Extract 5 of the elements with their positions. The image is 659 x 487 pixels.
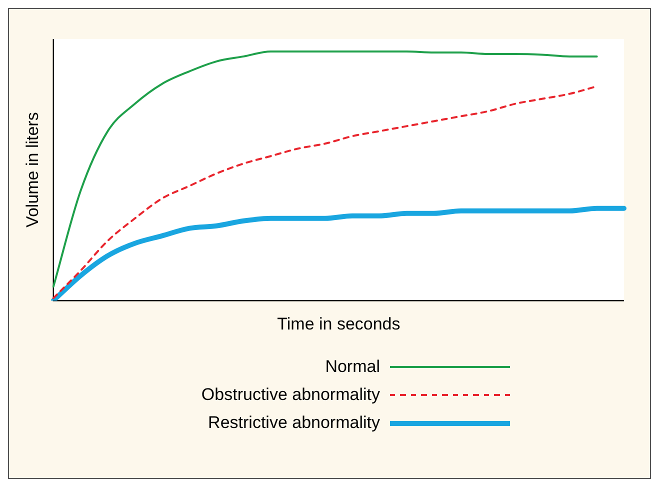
y-axis-title: Volume in liters xyxy=(22,112,42,228)
legend-label: Obstructive abnormality xyxy=(201,385,380,405)
x-axis-title: Time in seconds xyxy=(277,314,400,334)
legend-label: Restrictive abnormality xyxy=(208,413,380,433)
legend-label: Normal xyxy=(325,357,380,377)
